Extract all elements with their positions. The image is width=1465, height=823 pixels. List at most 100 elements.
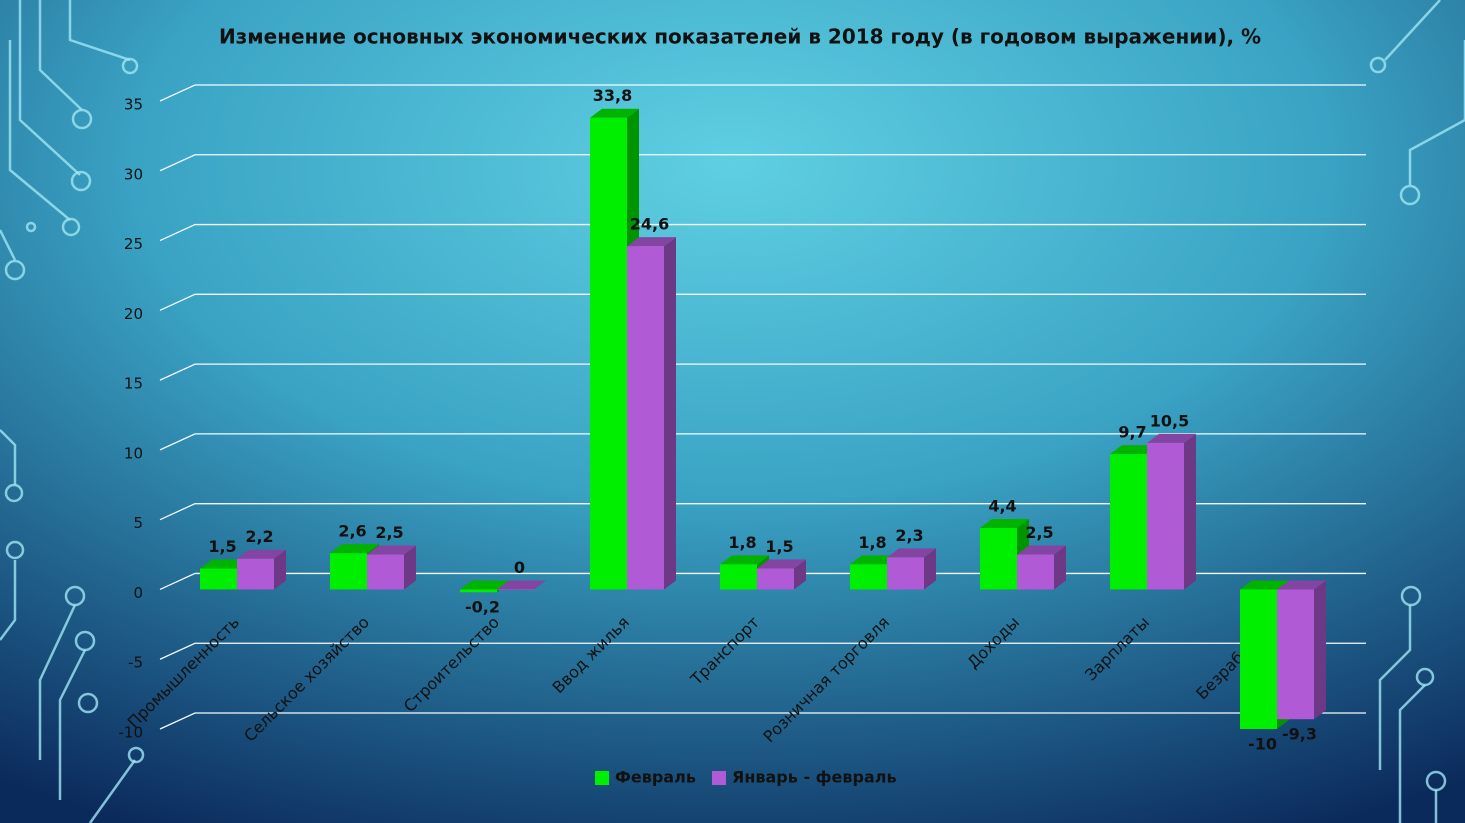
bar (627, 237, 676, 590)
bar-top (627, 237, 676, 247)
data-label: 2,2 (245, 527, 273, 546)
bar-front (1017, 554, 1054, 590)
data-label: 2,6 (338, 522, 366, 541)
bar-side (404, 545, 416, 590)
grid-line (159, 712, 1366, 730)
data-label: 1,5 (765, 537, 793, 556)
data-label: 2,5 (1025, 523, 1053, 542)
data-label: 24,6 (630, 215, 669, 234)
bar (1277, 580, 1326, 720)
bar-front (980, 528, 1017, 590)
y-tick-label: -5 (128, 654, 143, 672)
y-tick-label: 10 (124, 444, 143, 462)
data-label: 0 (514, 558, 525, 577)
chart-title: Изменение основных экономических показат… (219, 25, 1261, 49)
y-tick-label: 0 (133, 584, 143, 602)
bar (590, 108, 639, 590)
bar-front (1147, 442, 1184, 590)
y-tick-label: 30 (124, 165, 143, 183)
bar-side (1314, 580, 1326, 720)
bar (237, 549, 286, 590)
data-label: 4,4 (988, 497, 1016, 516)
bar-side (1184, 433, 1196, 590)
data-label: 1,8 (858, 533, 886, 552)
bar-top (237, 549, 286, 559)
y-tick-label: 35 (124, 96, 143, 114)
legend-label: Январь - февраль (732, 768, 897, 787)
bar-top (1277, 580, 1326, 590)
bar-front (330, 553, 367, 590)
bar-top (497, 580, 546, 590)
bar (367, 545, 416, 590)
legend-swatch (595, 771, 609, 785)
bar (1017, 545, 1066, 590)
legend-label: Февраль (615, 768, 696, 787)
grid-line (159, 223, 1366, 242)
bar-top (850, 555, 899, 565)
grid-line (159, 433, 1366, 451)
grid-line (159, 154, 1366, 172)
bar-top (1147, 433, 1196, 443)
bar-top (1017, 545, 1066, 555)
bar-front (237, 558, 274, 590)
data-label: 2,3 (895, 526, 923, 545)
bar-side (1054, 545, 1066, 590)
bar (757, 559, 806, 590)
grid-line (159, 503, 1366, 521)
bar-front (1240, 589, 1277, 729)
data-label: 2,5 (375, 523, 403, 542)
bar-front (627, 246, 664, 590)
data-label: -10 (1248, 735, 1277, 754)
bar-top (1110, 445, 1159, 455)
bar-front (1277, 589, 1314, 720)
y-tick-label: 5 (133, 514, 143, 532)
bar (497, 580, 546, 590)
data-label: 10,5 (1150, 411, 1189, 430)
bar-top (330, 544, 379, 554)
grid-line (159, 293, 1366, 311)
bar-side (274, 549, 286, 590)
bar-front (1110, 454, 1147, 590)
bar-top (590, 108, 639, 118)
bar-front (590, 117, 627, 590)
bar-top (460, 580, 509, 590)
bar-side (924, 548, 936, 590)
y-tick-label: -10 (119, 724, 144, 742)
data-label: 9,7 (1118, 423, 1146, 442)
bar-top (887, 548, 936, 558)
bar-side (664, 237, 676, 590)
y-tick-label: 20 (124, 305, 143, 323)
y-tick-label: 25 (124, 235, 143, 253)
data-label: 1,8 (728, 533, 756, 552)
data-label: -9,3 (1282, 725, 1317, 744)
bar-side (794, 559, 806, 590)
bar-top (720, 555, 769, 565)
bar-front (887, 557, 924, 590)
grid-line (159, 363, 1366, 381)
bar-top (1240, 580, 1289, 590)
bar-front (460, 589, 497, 593)
bar-front (850, 564, 887, 590)
y-tick-label: 15 (124, 375, 143, 393)
bar-front (200, 568, 237, 590)
bar-top (367, 545, 416, 555)
bar-top (200, 559, 249, 569)
bar (887, 548, 936, 590)
bar-front (720, 564, 757, 590)
data-label: 33,8 (593, 86, 632, 105)
bar-front (367, 554, 404, 590)
bar-front (497, 589, 534, 590)
bar-top (980, 519, 1029, 529)
grid-line (159, 572, 1366, 591)
data-label: -0,2 (465, 598, 500, 617)
bar-top (757, 559, 806, 569)
data-label: 1,5 (208, 537, 236, 556)
bar-front (757, 568, 794, 590)
grid-line (159, 84, 1366, 102)
grid-line (159, 642, 1366, 660)
bar (1147, 433, 1196, 590)
